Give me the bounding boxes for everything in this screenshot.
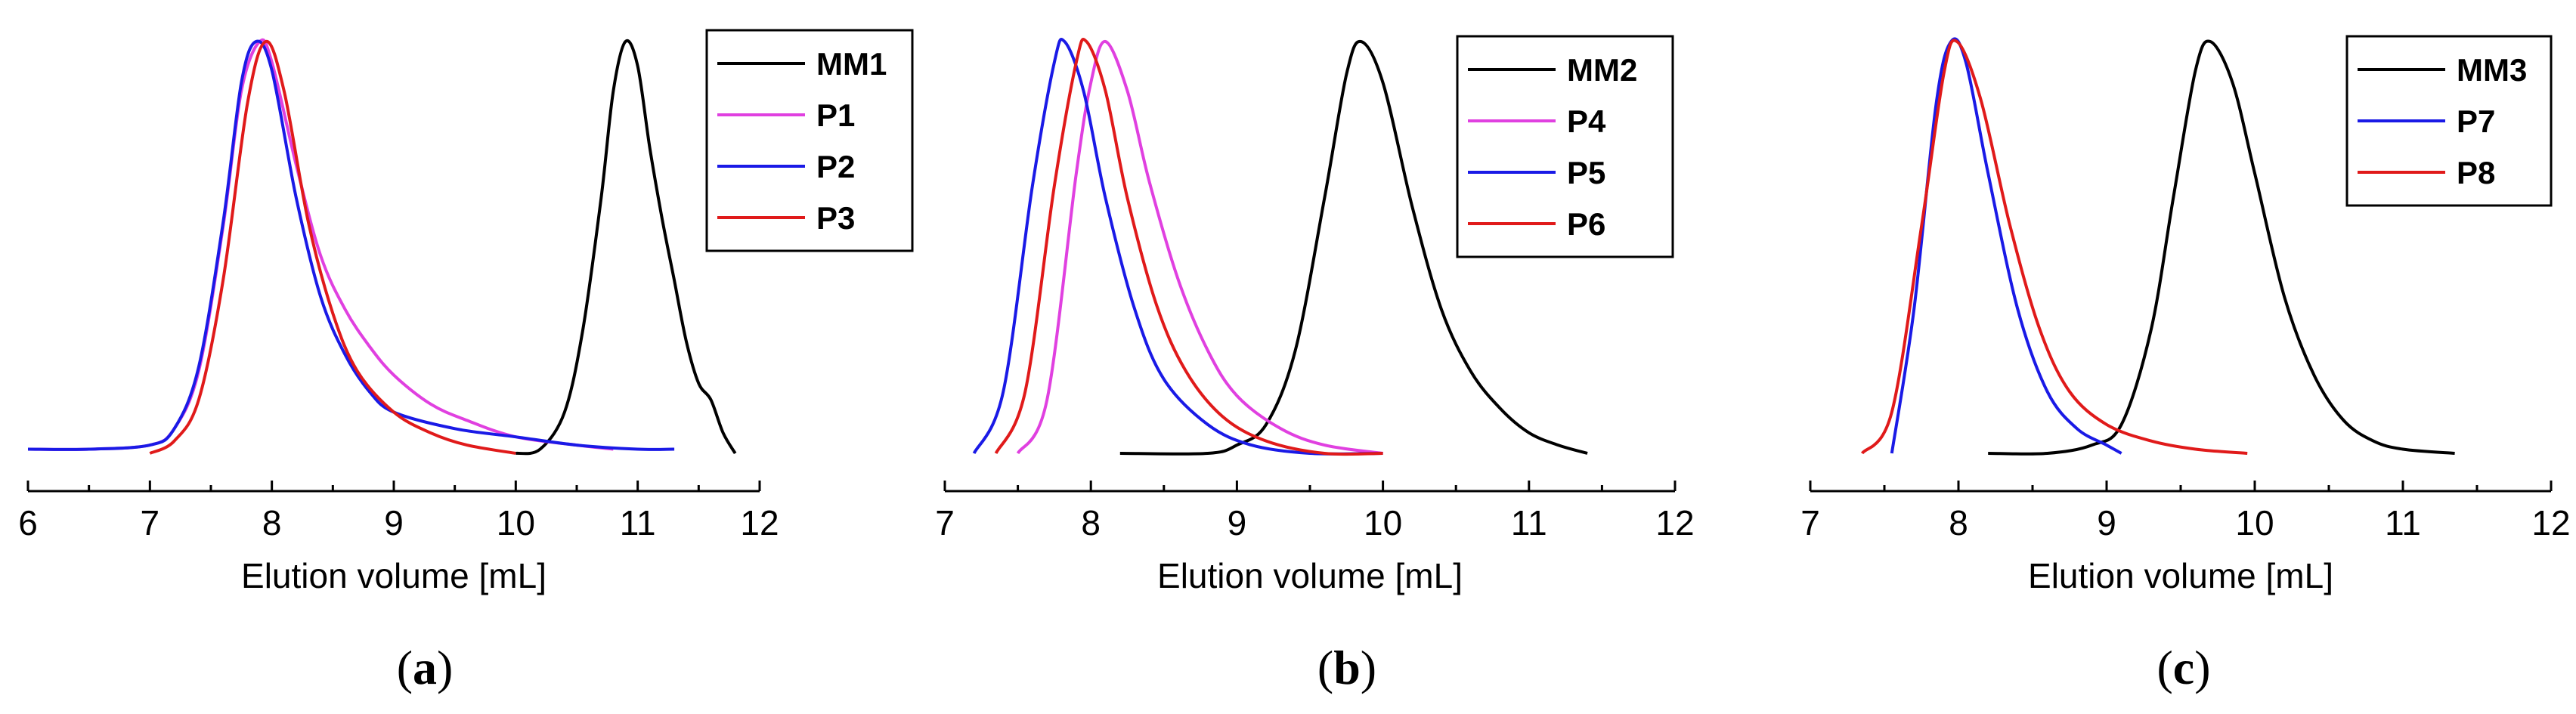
x-tick-label: 12 [740, 503, 779, 542]
x-tick-label: 12 [1655, 503, 1694, 542]
series-line-p8 [1860, 39, 2248, 455]
chart-panel-c: 7 8 9 10 11 12 Elution volume [mL] MM3 P7 P8 (c) [1800, 35, 2571, 694]
legend-label-p1: P1 [816, 97, 855, 133]
x-tick-label: 11 [2385, 503, 2421, 542]
x-tick-label: 7 [1800, 503, 1820, 542]
x-tick-label: 8 [262, 503, 282, 542]
x-tick-label: 8 [1949, 503, 1968, 542]
x-tick-label: 10 [497, 503, 535, 542]
x-tick-label: 9 [1228, 503, 1247, 542]
series-line-p3 [149, 39, 516, 455]
x-tick-label: 11 [1511, 503, 1547, 542]
legend-label-p6: P6 [1567, 206, 1605, 242]
x-tick-label: 7 [141, 503, 160, 542]
legend-label-mm1: MM1 [816, 46, 887, 82]
chart-panel-b: 7 8 9 10 11 12 Elution volume [mL] MM2 P4 P5 P6 (b) [935, 35, 1695, 694]
x-tick-label: 11 [620, 503, 656, 542]
legend-label-mm3: MM3 [2457, 52, 2527, 88]
legend-box [1456, 35, 1674, 258]
x-tick-label: 6 [18, 503, 38, 542]
series-line-p5 [972, 38, 1383, 456]
x-tick-label: 12 [2531, 503, 2570, 542]
x-tick-label: 10 [2235, 503, 2274, 542]
x-tick-label: 7 [935, 503, 955, 542]
legend: MM2 P4 P5 P6 [1456, 35, 1674, 258]
series-line-mm1 [515, 39, 737, 456]
chart-panel-a: 6 7 8 9 10 11 12 Elution volume [mL] MM1 P1 P2 P3 (a… [18, 29, 914, 694]
panel-label: (b) [1317, 641, 1376, 694]
panel-label: (c) [2156, 641, 2210, 694]
x-axis-title: Elution volume [mL] [1157, 556, 1463, 595]
series-line-p4 [1016, 40, 1383, 455]
legend-label-p3: P3 [816, 200, 855, 236]
legend-label-p5: P5 [1567, 155, 1605, 190]
legend: MM1 P1 P2 P3 [705, 29, 914, 252]
series-line-mm2 [1119, 39, 1588, 456]
series-line-p7 [1890, 37, 2122, 455]
x-tick-label: 9 [384, 503, 404, 542]
x-axis-title: Elution volume [mL] [2028, 556, 2333, 595]
legend-label-p8: P8 [2457, 155, 2495, 190]
legend-label-mm2: MM2 [1567, 52, 1637, 88]
x-tick-label: 10 [1364, 503, 1402, 542]
x-axis-title: Elution volume [mL] [241, 556, 546, 595]
legend-box [705, 29, 914, 252]
series-line-p6 [994, 38, 1383, 456]
legend-label-p2: P2 [816, 149, 855, 184]
legend: MM3 P7 P8 [2345, 35, 2553, 207]
x-tick-label: 9 [2097, 503, 2116, 542]
legend-label-p4: P4 [1567, 104, 1606, 139]
series-line-p1 [27, 38, 614, 451]
series-line-mm3 [1988, 39, 2455, 456]
panel-label: (a) [397, 641, 454, 694]
series-line-p2 [27, 39, 675, 451]
legend-label-p7: P7 [2457, 104, 2495, 139]
x-tick-label: 8 [1081, 503, 1101, 542]
